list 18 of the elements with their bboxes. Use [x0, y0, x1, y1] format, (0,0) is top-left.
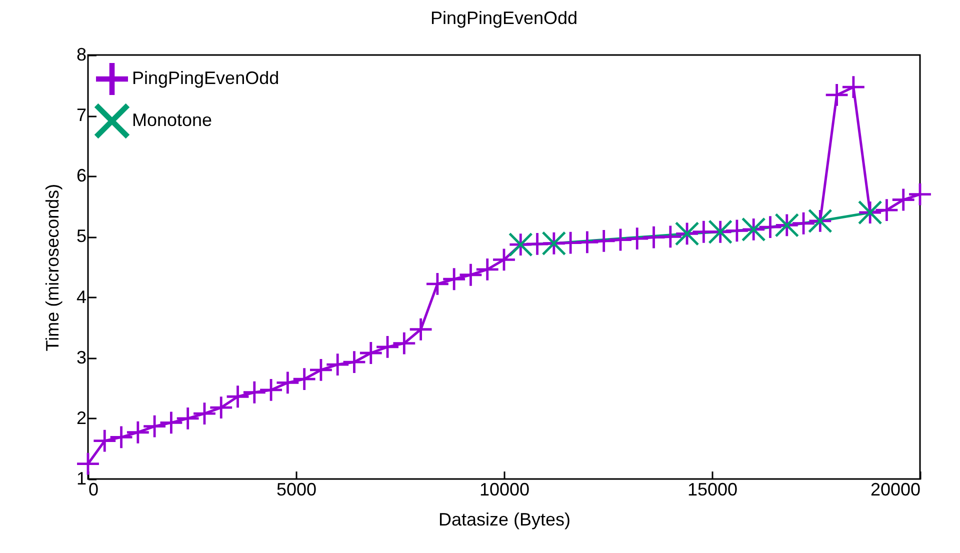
y-tick-label: 8	[76, 44, 86, 64]
x-tick-label: 10000	[479, 480, 530, 500]
y-axis-title: Time (microseconds)	[42, 184, 62, 352]
x-tick-label: 20000	[870, 480, 920, 500]
legend-label: PingPingEvenOdd	[132, 68, 280, 88]
x-tick-label: 5000	[276, 480, 317, 500]
y-tick-label: 7	[76, 105, 86, 126]
y-tick-label: 5	[76, 226, 86, 246]
y-tick-label: 3	[76, 347, 86, 368]
y-tick-label: 6	[76, 166, 86, 186]
y-tick-label: 4	[76, 286, 86, 307]
legend-label: Monotone	[132, 110, 212, 130]
x-tick-label: 0	[88, 480, 99, 500]
x-axis-title: Datasize (Bytes)	[438, 510, 571, 530]
x-tick-label: 15000	[687, 480, 738, 500]
y-tick-label: 1	[76, 468, 86, 488]
y-tick-label: 2	[76, 408, 86, 428]
chart-title: PingPingEvenOdd	[430, 8, 578, 28]
